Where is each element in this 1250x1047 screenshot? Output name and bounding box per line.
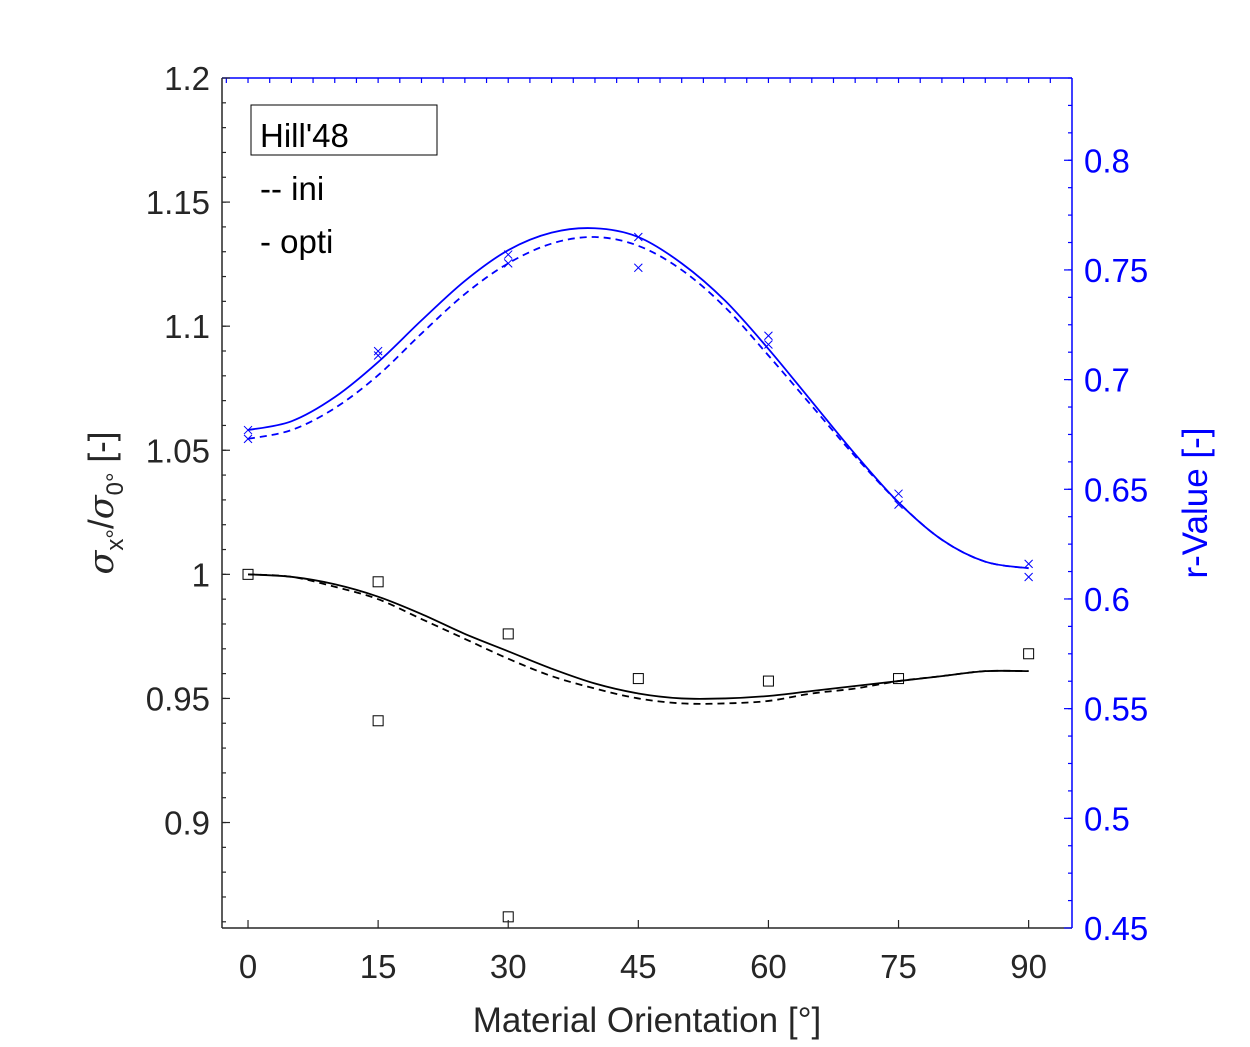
y-tick-label-left: 1.15	[146, 184, 210, 221]
y-tick-label-right: 0.5	[1084, 800, 1130, 837]
stress-point	[372, 715, 384, 727]
plot-area	[222, 78, 1072, 928]
y-label-slash: /	[82, 519, 121, 529]
series-line-right-solid	[247, 227, 1029, 570]
rvalue-point	[633, 232, 643, 242]
points-layer	[242, 232, 1035, 923]
stress-point	[1023, 648, 1035, 660]
y-tick-label-left: 1.2	[164, 60, 210, 97]
rvalue-point	[503, 250, 513, 259]
stress-point	[762, 675, 774, 687]
legend-title: Hill'48	[260, 117, 349, 154]
rvalue-point	[373, 351, 383, 360]
legend-entry-ini: -- ini	[260, 170, 324, 207]
rvalue-point	[1024, 559, 1033, 569]
rvalue-point	[633, 263, 643, 273]
series-line-right-dashed	[247, 236, 1029, 570]
y-tick-label-right: 0.6	[1084, 581, 1130, 618]
rvalue-point	[764, 331, 773, 341]
legend-title-box	[250, 104, 438, 156]
stress-point	[372, 576, 384, 588]
x-tick-label: 30	[490, 948, 527, 985]
x-tick-label: 60	[750, 948, 787, 985]
y-tick-label-right: 0.45	[1084, 910, 1148, 947]
x-tick-label: 0	[239, 948, 257, 985]
stress-point	[632, 673, 644, 685]
y-tick-label-left: 1	[192, 556, 210, 593]
y-tick-label-right: 0.55	[1084, 691, 1148, 728]
x-tick-label: 45	[620, 948, 657, 985]
series-line-left-dashed	[247, 573, 1029, 705]
y-tick-label-left: 0.95	[146, 680, 210, 717]
stress-point	[893, 673, 905, 685]
legend-entry-opti: - opti	[260, 223, 333, 260]
y-tick-label-right: 0.8	[1084, 142, 1130, 179]
y-label-sub-x: x°	[102, 529, 129, 551]
y-tick-label-left: 1.05	[146, 432, 210, 469]
axes-layer	[221, 77, 1073, 929]
x-tick-label: 75	[880, 948, 917, 985]
y-label-units: [-]	[82, 432, 121, 473]
rvalue-point	[894, 500, 903, 509]
y-axis-label-right: r-Value [-]	[1176, 427, 1215, 578]
y-label-sigma-2: σ	[82, 494, 122, 519]
y-tick-label-right: 0.7	[1084, 362, 1130, 399]
stress-point	[242, 568, 254, 580]
rvalue-point	[503, 259, 513, 268]
y-axis-label-left: σx°/σ0° [-]	[82, 432, 129, 575]
rvalue-point	[243, 434, 253, 444]
stress-point	[502, 628, 514, 640]
rvalue-point	[1024, 572, 1033, 582]
ticks-layer: 0 15 30 45 60 75 90 0.9 0.95 1 1.05 1.1 1.15 1.2 0.45 0…	[146, 60, 1148, 985]
y-label-sigma-1: σ	[82, 549, 122, 574]
curves-layer	[247, 227, 1029, 705]
rvalue-point	[764, 340, 773, 349]
y-label-sub-0: 0°	[102, 472, 129, 495]
y-tick-label-right: 0.65	[1084, 471, 1148, 508]
y-tick-label-right: 0.75	[1084, 252, 1148, 289]
legend: Hill'48 -- ini - opti	[250, 104, 438, 260]
rvalue-point	[373, 346, 383, 356]
rvalue-point	[243, 425, 253, 435]
x-tick-label: 90	[1010, 948, 1047, 985]
y-tick-label-left: 0.9	[164, 805, 210, 842]
x-tick-label: 15	[360, 948, 397, 985]
x-axis-label: Material Orientation [°]	[473, 1001, 822, 1040]
y-tick-label-left: 1.1	[164, 308, 210, 345]
rvalue-point	[894, 489, 903, 499]
